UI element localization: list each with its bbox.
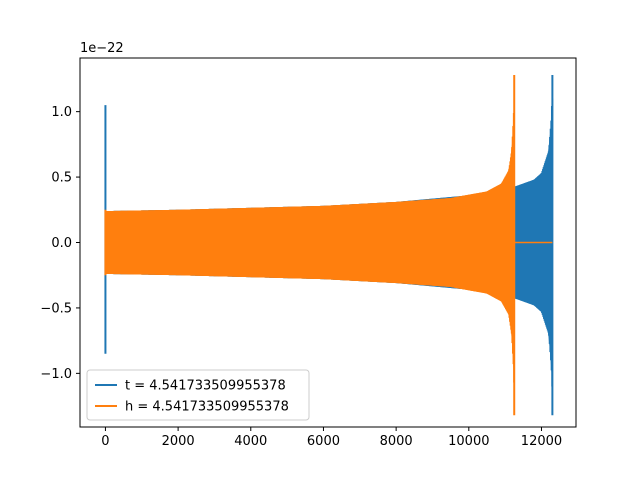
series-1: [104, 75, 553, 416]
x-tick-label-0: 0: [101, 434, 109, 449]
legend-box: [86, 369, 310, 421]
y-tick-label-1: −0.5: [40, 301, 72, 316]
series-1-band: [105, 98, 515, 387]
plot-area: [104, 75, 554, 416]
x-axis: 0 2000 4000 6000 8000 10000 12000: [101, 427, 562, 449]
y-tick-label-2: 0.0: [51, 236, 72, 251]
x-tick-label-5: 10000: [448, 434, 489, 449]
x-tick-label-2: 4000: [234, 434, 267, 449]
legend: t = 4.541733509955378 h = 4.5417335099553…: [86, 369, 310, 421]
legend-label-0: t = 4.541733509955378: [125, 379, 286, 394]
x-tick-label-1: 2000: [162, 434, 195, 449]
y-axis: −1.0 −0.5 0.0 0.5 1.0: [40, 105, 80, 382]
y-tick-label-4: 1.0: [51, 105, 72, 120]
legend-label-1: h = 4.541733509955378: [125, 400, 289, 415]
y-tick-label-0: −1.0: [40, 367, 72, 382]
y-tick-label-3: 0.5: [51, 171, 72, 186]
x-tick-label-6: 12000: [521, 434, 562, 449]
x-tick-label-4: 8000: [380, 434, 413, 449]
x-tick-label-3: 6000: [307, 434, 340, 449]
axes-frame: [79, 57, 577, 428]
y-offset-label: 1e−22: [80, 41, 124, 56]
